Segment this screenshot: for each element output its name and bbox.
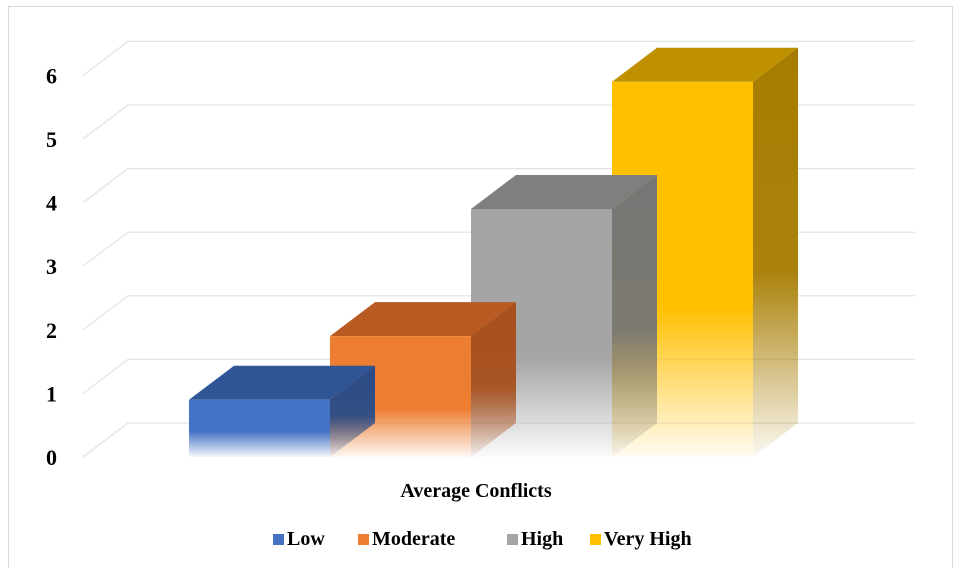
gridlines <box>82 40 915 458</box>
bar-side <box>330 365 375 457</box>
legend-label: Moderate <box>372 528 455 550</box>
legend-swatch <box>273 534 284 545</box>
legend-swatch <box>507 534 518 545</box>
legend-label: Low <box>287 528 325 550</box>
x-category-label: Average Conflicts <box>400 480 551 502</box>
y-tick-label: 1 <box>46 381 57 406</box>
bar-side <box>753 47 798 457</box>
bar-front <box>189 399 330 457</box>
legend-swatch <box>590 534 601 545</box>
y-axis-ticks: 0 1 2 3 4 5 6 <box>46 63 57 470</box>
bar-side <box>471 302 516 457</box>
legend: Low Moderate High Very High <box>273 528 692 550</box>
legend-item-low: Low <box>273 528 325 550</box>
chart-frame <box>8 6 953 568</box>
y-tick-label: 0 <box>46 445 57 470</box>
gridline <box>82 40 915 76</box>
y-tick-label: 6 <box>46 63 57 88</box>
legend-swatch <box>358 534 369 545</box>
legend-label: Very High <box>604 528 692 550</box>
legend-item-moderate: Moderate <box>358 528 455 550</box>
legend-item-high: High <box>507 528 563 550</box>
bar-top <box>612 47 798 82</box>
legend-label: High <box>521 528 563 550</box>
y-tick-label: 4 <box>46 191 57 216</box>
bar-top <box>189 365 375 400</box>
bar-low <box>189 365 375 457</box>
y-tick-label: 2 <box>46 318 57 343</box>
y-tick-label: 3 <box>46 254 57 279</box>
bar-top <box>330 302 516 337</box>
bars <box>189 47 798 457</box>
legend-item-very-high: Very High <box>590 528 692 550</box>
y-tick-label: 5 <box>46 127 57 152</box>
bar-side <box>612 174 657 457</box>
bar-top <box>471 174 657 209</box>
